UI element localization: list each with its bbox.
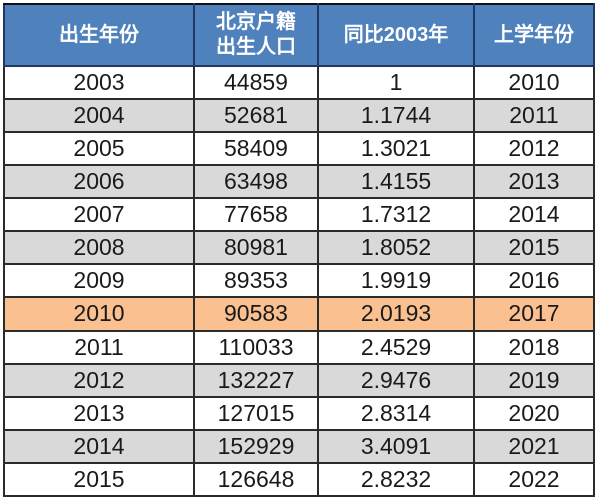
cell-births: 152929 (193, 428, 319, 464)
table-row: 2012 132227 2.9476 2019 (3, 362, 595, 398)
cell-birth-year: 2015 (3, 461, 195, 498)
cell-school-year: 2011 (473, 98, 595, 134)
header-row: 出生年份 北京户籍 出生人口 同比2003年 上学年份 (3, 3, 595, 67)
cell-birth-year: 2014 (3, 428, 195, 464)
table-row: 2003 44859 1 2010 (3, 64, 595, 101)
cell-school-year: 2016 (473, 263, 595, 299)
table-row: 2013 127015 2.8314 2020 (3, 395, 595, 431)
table-row: 2006 63498 1.4155 2013 (3, 164, 595, 200)
header-births-line2: 出生人口 (216, 36, 296, 58)
cell-births: 127015 (193, 395, 319, 431)
cell-births: 77658 (193, 197, 319, 233)
table-row: 2014 152929 3.4091 2021 (3, 428, 595, 464)
cell-births: 52681 (193, 98, 319, 134)
table-row: 2004 52681 1.1744 2011 (3, 98, 595, 134)
cell-ratio: 1.3021 (317, 131, 475, 167)
cell-school-year: 2015 (473, 230, 595, 266)
header-births: 北京户籍 出生人口 (193, 3, 319, 67)
cell-birth-year: 2012 (3, 362, 195, 398)
cell-births: 44859 (193, 64, 319, 101)
table-body: 2003 44859 1 2010 2004 52681 1.1744 2011 2005 584… (3, 64, 595, 498)
cell-school-year: 2022 (473, 461, 595, 498)
cell-births: 90583 (193, 296, 319, 332)
cell-ratio: 1 (317, 64, 475, 101)
header-birth-year: 出生年份 (3, 3, 195, 67)
cell-school-year: 2013 (473, 164, 595, 200)
cell-births: 63498 (193, 164, 319, 200)
cell-birth-year: 2007 (3, 197, 195, 233)
cell-birth-year: 2004 (3, 98, 195, 134)
cell-births: 110033 (193, 329, 319, 365)
table-row: 2010 90583 2.0193 2017 (3, 296, 595, 332)
cell-school-year: 2017 (473, 296, 595, 332)
table-row: 2015 126648 2.8232 2022 (3, 461, 595, 498)
cell-births: 132227 (193, 362, 319, 398)
cell-birth-year: 2008 (3, 230, 195, 266)
cell-birth-year: 2011 (3, 329, 195, 365)
cell-ratio: 2.4529 (317, 329, 475, 365)
population-table: 出生年份 北京户籍 出生人口 同比2003年 上学年份 2003 44859 1 20… (3, 3, 595, 498)
cell-school-year: 2018 (473, 329, 595, 365)
birth-population-table: 出生年份 北京户籍 出生人口 同比2003年 上学年份 2003 44859 1 20… (3, 3, 595, 498)
cell-birth-year: 2005 (3, 131, 195, 167)
table-row: 2011 110033 2.4529 2018 (3, 329, 595, 365)
cell-birth-year: 2009 (3, 263, 195, 299)
cell-birth-year: 2006 (3, 164, 195, 200)
table-row: 2005 58409 1.3021 2012 (3, 131, 595, 167)
table-header: 出生年份 北京户籍 出生人口 同比2003年 上学年份 (3, 3, 595, 67)
cell-ratio: 2.8314 (317, 395, 475, 431)
cell-birth-year: 2003 (3, 64, 195, 101)
cell-school-year: 2014 (473, 197, 595, 233)
cell-ratio: 1.7312 (317, 197, 475, 233)
cell-birth-year: 2013 (3, 395, 195, 431)
cell-ratio: 3.4091 (317, 428, 475, 464)
cell-births: 58409 (193, 131, 319, 167)
cell-ratio: 1.8052 (317, 230, 475, 266)
cell-school-year: 2012 (473, 131, 595, 167)
cell-school-year: 2021 (473, 428, 595, 464)
cell-births: 126648 (193, 461, 319, 498)
cell-ratio: 2.9476 (317, 362, 475, 398)
cell-ratio: 2.0193 (317, 296, 475, 332)
cell-ratio: 2.8232 (317, 461, 475, 498)
cell-birth-year: 2010 (3, 296, 195, 332)
table-row: 2008 80981 1.8052 2015 (3, 230, 595, 266)
cell-births: 89353 (193, 263, 319, 299)
cell-ratio: 1.1744 (317, 98, 475, 134)
table-row: 2007 77658 1.7312 2014 (3, 197, 595, 233)
table-row: 2009 89353 1.9919 2016 (3, 263, 595, 299)
cell-ratio: 1.9919 (317, 263, 475, 299)
cell-school-year: 2010 (473, 64, 595, 101)
cell-births: 80981 (193, 230, 319, 266)
cell-school-year: 2020 (473, 395, 595, 431)
header-ratio-2003: 同比2003年 (317, 3, 475, 67)
cell-ratio: 1.4155 (317, 164, 475, 200)
cell-school-year: 2019 (473, 362, 595, 398)
header-births-line1: 北京户籍 (216, 11, 296, 33)
header-school-year: 上学年份 (473, 3, 595, 67)
